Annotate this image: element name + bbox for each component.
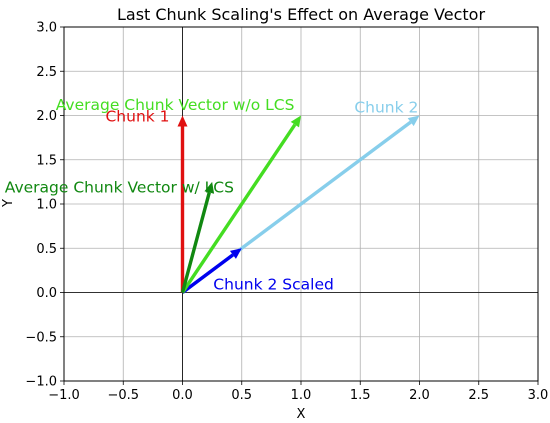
vector-arrowhead — [407, 115, 420, 127]
chart-title: Last Chunk Scaling's Effect on Average V… — [117, 5, 485, 24]
x-ticks: −1.0 −0.5 0.0 0.5 1.0 1.5 2.0 2.5 3.0 — [48, 381, 548, 403]
y-ticks: −1.0 −0.5 0.0 0.5 1.0 1.5 2.0 2.5 3.0 — [25, 21, 64, 390]
label-chunk-1: Chunk 1 — [105, 108, 169, 126]
annotations: Chunk 1 Chunk 2 Chunk 2 Scaled Average Chun… — [5, 96, 419, 294]
vector-arrowhead — [204, 181, 215, 194]
y-tick-label: 1.5 — [36, 153, 57, 168]
y-tick-label: 1.0 — [36, 198, 57, 213]
vectors — [177, 115, 420, 294]
x-tick-label: 2.5 — [468, 388, 489, 403]
x-tick-label: 2.0 — [409, 388, 430, 403]
y-tick-label: −1.0 — [25, 375, 57, 390]
x-tick-label: 0.5 — [231, 388, 252, 403]
label-chunk-2-scaled: Chunk 2 Scaled — [213, 276, 334, 294]
label-average-chunk-vector-w-o-lcs: Average Chunk Vector w/o LCS — [56, 96, 295, 114]
y-tick-label: 3.0 — [36, 21, 57, 36]
x-tick-label: 3.0 — [528, 388, 549, 403]
vector-average-chunk-vector-w-o-lcs — [181, 115, 301, 294]
vector-shaft — [180, 192, 211, 293]
vector-average-chunk-vector-w-lcs — [180, 181, 215, 293]
y-tick-label: 0.0 — [36, 286, 57, 301]
vector-shaft — [181, 123, 297, 294]
x-tick-label: −0.5 — [107, 388, 139, 403]
vector-arrowhead — [229, 248, 242, 259]
x-tick-label: −1.0 — [48, 388, 80, 403]
vector-arrowhead — [290, 115, 301, 128]
x-axis-label: X — [297, 407, 306, 422]
y-tick-label: 2.5 — [36, 65, 57, 80]
vector-chunk-2-scaled — [181, 248, 242, 294]
label-average-chunk-vector-w-lcs: Average Chunk Vector w/ LCS — [5, 178, 234, 196]
label-chunk-2: Chunk 2 — [354, 99, 418, 117]
x-tick-label: 1.0 — [291, 388, 312, 403]
x-tick-label: 0.0 — [172, 388, 193, 403]
y-tick-label: 0.5 — [36, 242, 57, 257]
y-tick-label: −0.5 — [25, 330, 57, 345]
vector-chunk-1 — [177, 115, 188, 293]
vector-shaft — [181, 253, 234, 294]
x-tick-label: 1.5 — [350, 388, 371, 403]
y-axis-label: Y — [1, 199, 16, 208]
y-tick-label: 2.0 — [36, 109, 57, 124]
vector-arrowhead — [177, 115, 188, 127]
